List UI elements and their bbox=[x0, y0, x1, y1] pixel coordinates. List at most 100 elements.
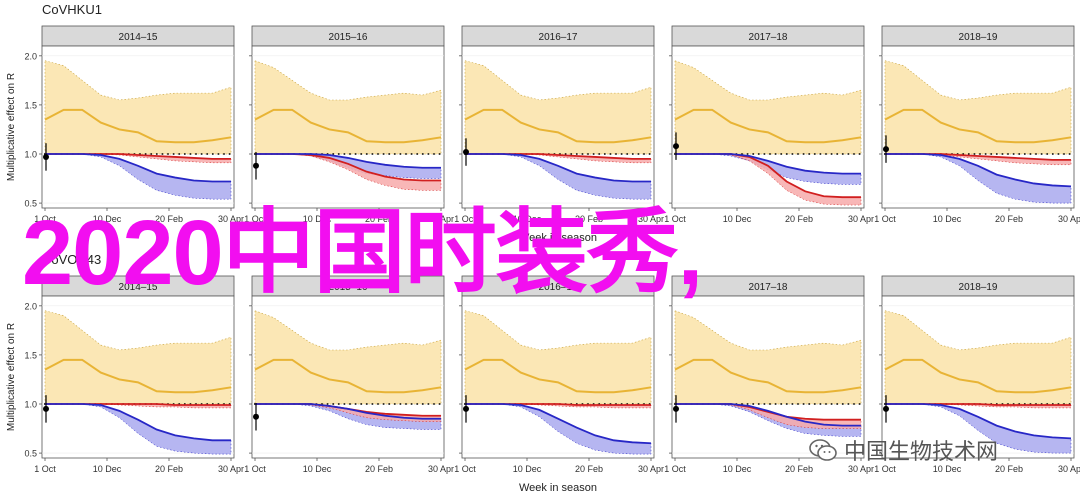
x-tick-label: 20 Feb bbox=[785, 214, 813, 224]
x-tick-label: 20 Feb bbox=[995, 214, 1023, 224]
red-ci-band bbox=[465, 153, 652, 164]
x-tick-label: 1 Oct bbox=[664, 464, 686, 474]
blue-line bbox=[465, 403, 652, 445]
x-tick-label: 20 Feb bbox=[575, 214, 603, 224]
x-tick-label: 20 Feb bbox=[575, 464, 603, 474]
panel-2015–16: 2015–16 1 Oct 10 Dec 20 Feb 30 Apr bbox=[244, 275, 454, 474]
blue-ci-band bbox=[885, 403, 1072, 454]
chart-row-covhku1: CoVHKU1 Multiplicative effect on R Week in… bbox=[6, 2, 1080, 244]
start-point bbox=[43, 153, 49, 160]
gold-line bbox=[254, 358, 442, 394]
panel-2017–18: 2017–18 1 Oct 10 Dec 20 Feb 30 Apr bbox=[664, 25, 874, 224]
gold-line bbox=[674, 108, 862, 144]
red-ci-band bbox=[885, 153, 1072, 166]
start-point bbox=[43, 405, 49, 412]
panel-2016–17: 2016–17 1 Oct 10 Dec 20 Feb 30 Apr bbox=[454, 275, 664, 474]
blue-ci-band bbox=[255, 403, 442, 430]
x-tick-label: 30 Apr bbox=[1058, 214, 1080, 224]
gold-ci-band bbox=[254, 60, 442, 155]
gold-line bbox=[464, 358, 652, 394]
y-tick-label: 1.0 bbox=[24, 150, 37, 160]
gold-ci-band bbox=[44, 310, 232, 405]
x-tick-label: 1 Oct bbox=[34, 464, 56, 474]
y-axis-label: Multiplicative effect on R bbox=[6, 323, 17, 431]
x-tick-label: 30 Apr bbox=[218, 464, 244, 474]
blue-ci-band bbox=[465, 153, 652, 200]
panel-title: 2018–19 bbox=[959, 282, 998, 293]
blue-line bbox=[885, 403, 1072, 440]
gold-line bbox=[44, 108, 232, 144]
x-tick-label: 10 Dec bbox=[513, 214, 542, 224]
red-ci-band bbox=[675, 153, 862, 206]
x-tick-label: 30 Apr bbox=[218, 214, 244, 224]
start-point bbox=[673, 143, 679, 150]
x-tick-label: 10 Dec bbox=[723, 214, 752, 224]
panel-2017–18: 2017–18 1 Oct 10 Dec 20 Feb 30 Apr bbox=[664, 275, 874, 474]
x-tick-label: 10 Dec bbox=[93, 464, 122, 474]
x-tick-label: 1 Oct bbox=[874, 214, 896, 224]
gold-ci-band bbox=[44, 60, 232, 155]
y-tick-label: 0.5 bbox=[24, 199, 37, 209]
chart-title: CoVOC43 bbox=[42, 252, 101, 267]
y-axis-label: Multiplicative effect on R bbox=[6, 73, 17, 181]
panel-title: 2017–18 bbox=[749, 282, 788, 293]
blue-ci-band bbox=[885, 153, 1072, 204]
x-tick-label: 10 Dec bbox=[303, 464, 332, 474]
y-tick-label: 2.0 bbox=[24, 51, 37, 61]
red-ci-band bbox=[45, 153, 232, 164]
panel-title: 2016–17 bbox=[539, 32, 578, 43]
x-tick-label: 1 Oct bbox=[244, 214, 266, 224]
x-axis-label: Week in season bbox=[519, 482, 597, 494]
panel-2018–19: 2018–19 1 Oct 10 Dec 20 Feb 30 Apr bbox=[874, 275, 1080, 474]
panel-2018–19: 2018–19 1 Oct 10 Dec 20 Feb 30 Apr bbox=[874, 25, 1080, 224]
x-tick-label: 10 Dec bbox=[933, 464, 962, 474]
gold-ci-band bbox=[674, 310, 862, 405]
start-point bbox=[463, 405, 469, 412]
blue-line bbox=[885, 153, 1072, 188]
x-axis-label: Week in season bbox=[519, 232, 597, 244]
x-tick-label: 10 Dec bbox=[933, 214, 962, 224]
x-tick-label: 30 Apr bbox=[428, 464, 454, 474]
start-point bbox=[253, 162, 259, 169]
gold-ci-band bbox=[884, 310, 1072, 405]
start-point bbox=[253, 413, 259, 420]
panel-title: 2017–18 bbox=[749, 32, 788, 43]
start-point bbox=[463, 149, 469, 156]
x-tick-label: 30 Apr bbox=[848, 464, 874, 474]
panel-title: 2018–19 bbox=[959, 32, 998, 43]
gold-line bbox=[674, 358, 862, 394]
red-ci-band bbox=[885, 403, 1072, 409]
x-tick-label: 1 Oct bbox=[664, 214, 686, 224]
start-point bbox=[883, 405, 889, 412]
panel-title: 2014–15 bbox=[119, 282, 158, 293]
start-point bbox=[883, 146, 889, 153]
gold-ci-band bbox=[464, 60, 652, 155]
x-tick-label: 30 Apr bbox=[428, 214, 454, 224]
blue-line bbox=[45, 153, 231, 183]
gold-line bbox=[254, 108, 442, 144]
gold-line bbox=[884, 358, 1072, 394]
x-tick-label: 30 Apr bbox=[638, 214, 664, 224]
panel-title: 2015–16 bbox=[329, 282, 368, 293]
x-tick-label: 1 Oct bbox=[244, 464, 266, 474]
x-tick-label: 1 Oct bbox=[454, 214, 476, 224]
x-tick-label: 30 Apr bbox=[1058, 464, 1080, 474]
x-tick-label: 1 Oct bbox=[34, 214, 56, 224]
x-tick-label: 10 Dec bbox=[93, 214, 122, 224]
x-tick-label: 10 Dec bbox=[303, 214, 332, 224]
y-tick-label: 1.5 bbox=[24, 100, 37, 110]
red-ci-band bbox=[255, 153, 442, 191]
blue-line bbox=[675, 153, 861, 175]
x-tick-label: 20 Feb bbox=[155, 214, 183, 224]
x-tick-label: 10 Dec bbox=[513, 464, 542, 474]
gold-line bbox=[884, 108, 1072, 144]
x-tick-label: 20 Feb bbox=[155, 464, 183, 474]
x-tick-label: 10 Dec bbox=[723, 464, 752, 474]
gold-ci-band bbox=[254, 310, 442, 405]
y-tick-label: 0.5 bbox=[24, 449, 37, 459]
panel-title: 2014–15 bbox=[119, 32, 158, 43]
panel-2015–16: 2015–16 1 Oct 10 Dec 20 Feb 30 Apr bbox=[244, 25, 454, 224]
panel-2014–15: 2014–15 0.5 1.0 1.5 2.0 1 Oct 10 Dec 20 Feb 30 A… bbox=[24, 275, 244, 474]
panel-2014–15: 2014–15 0.5 1.0 1.5 2.0 1 Oct 10 Dec 20 Feb 30 A… bbox=[24, 25, 244, 224]
